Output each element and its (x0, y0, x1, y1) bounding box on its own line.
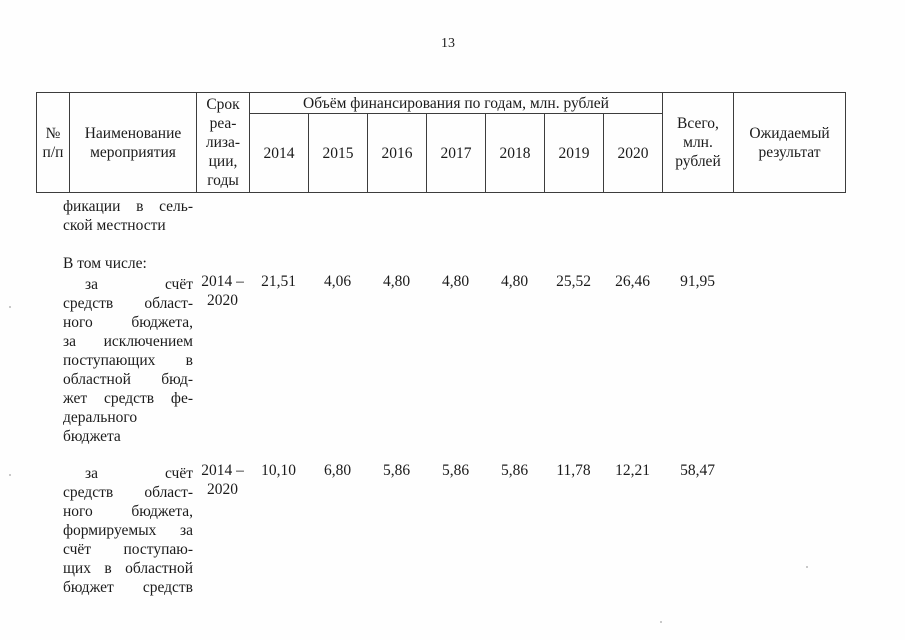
row-value-2018: 4,80 (500, 273, 529, 290)
scan-artifact-dot (660, 621, 662, 623)
row-value-total: 91,95 (680, 273, 715, 290)
row-value-2016: 4,80 (382, 273, 411, 290)
col-header-num-line: п/п (42, 143, 64, 161)
text-line: 2014 – (201, 273, 244, 290)
col-header-year: 2017 (426, 113, 486, 193)
scan-artifact-dot (9, 474, 11, 476)
col-header-term-line: годы (207, 172, 239, 189)
text-line: бюджет средств (63, 579, 193, 596)
col-header-name: Наименование мероприятия (69, 92, 197, 193)
row-value-2019: 25,52 (556, 273, 591, 290)
text-line: В том числе: (63, 255, 147, 272)
text-line: 2020 (207, 292, 238, 309)
col-header-term-line: реа- (209, 115, 237, 132)
finance-table-header: № п/п Наименование мероприятия Срок реа-… (36, 92, 846, 193)
text-line: за счёт (85, 465, 193, 482)
text-line: областной бюд- (63, 371, 193, 388)
col-header-result: Ожидаемый результат (733, 92, 846, 193)
table-row-label: за счёт средств област- ного бюджета, фо… (63, 464, 193, 597)
col-header-num-line: № (45, 124, 61, 142)
col-header-year: 2019 (544, 113, 604, 193)
scan-artifact-dot (9, 306, 11, 308)
scan-artifact-dot (806, 566, 808, 568)
col-header-term-line: лиза- (205, 134, 241, 151)
col-header-term: Срок реа- лиза- ции, годы (196, 92, 250, 193)
col-header-total: Всего, млн. рублей (662, 92, 734, 193)
page-number: 13 (441, 36, 455, 51)
row-value-2017: 5,86 (441, 462, 470, 479)
col-header-year: 2020 (603, 113, 663, 193)
col-header-volume-span: Объём финансирования по годам, млн. рубл… (249, 92, 663, 114)
row-continuation-text: фикации в сель- ской местности (63, 197, 193, 235)
col-header-result-line: результат (758, 143, 821, 161)
text-line: 2014 – (201, 462, 244, 479)
text-line: ного бюджета, (63, 503, 193, 520)
col-header-year: 2016 (367, 113, 427, 193)
col-header-name-line: мероприятия (90, 143, 176, 161)
col-header-name-line: Наименование (84, 124, 182, 142)
row-value-2015: 4,06 (323, 273, 352, 290)
row-value-2017: 4,80 (441, 273, 470, 290)
text-line: счёт поступаю- (63, 541, 193, 558)
col-header-total-line: рублей (675, 153, 721, 170)
text-line: за исключением (63, 333, 193, 350)
row-value-2020: 12,21 (615, 462, 650, 479)
col-header-year: 2015 (308, 113, 368, 193)
text-line: фикации в сель- (63, 198, 193, 215)
row-value-2014: 21,51 (261, 273, 296, 290)
row-term-cell: 2014 – 2020 (196, 461, 249, 499)
col-header-year: 2018 (485, 113, 545, 193)
text-line: щих в областной (63, 560, 193, 577)
row-value-2014: 10,10 (261, 462, 296, 479)
row-value-2020: 26,46 (615, 273, 650, 290)
row-value-2019: 11,78 (556, 462, 591, 479)
including-label: В том числе: (63, 254, 193, 273)
text-line: средств област- (63, 295, 193, 312)
col-header-result-line: Ожидаемый (749, 124, 830, 142)
text-line: жет средств фе- (63, 390, 193, 407)
row-value-2018: 5,86 (500, 462, 529, 479)
col-header-year: 2014 (249, 113, 309, 193)
text-line: ской местности (63, 217, 166, 234)
text-line: средств област- (63, 484, 193, 501)
col-header-total-line: Всего, (677, 115, 719, 132)
row-value-2016: 5,86 (382, 462, 411, 479)
row-term-cell: 2014 – 2020 (196, 272, 249, 310)
text-line: 2020 (207, 481, 238, 498)
text-line: ного бюджета, (63, 314, 193, 331)
row-value-2015: 6,80 (323, 462, 352, 479)
text-line: дерального (63, 409, 138, 426)
table-row-label: за счёт средств област- ного бюджета, за… (63, 275, 193, 446)
col-header-num: № п/п (36, 92, 70, 193)
col-header-total-line: млн. (683, 134, 713, 151)
text-line: поступающих в (63, 352, 193, 369)
text-line: за счёт (85, 276, 193, 293)
col-header-term-line: Срок (206, 96, 240, 113)
text-line: формируемых за (63, 522, 193, 539)
row-value-total: 58,47 (680, 462, 715, 479)
col-header-term-line: ции, (208, 153, 238, 170)
text-line: бюджета (63, 428, 121, 445)
